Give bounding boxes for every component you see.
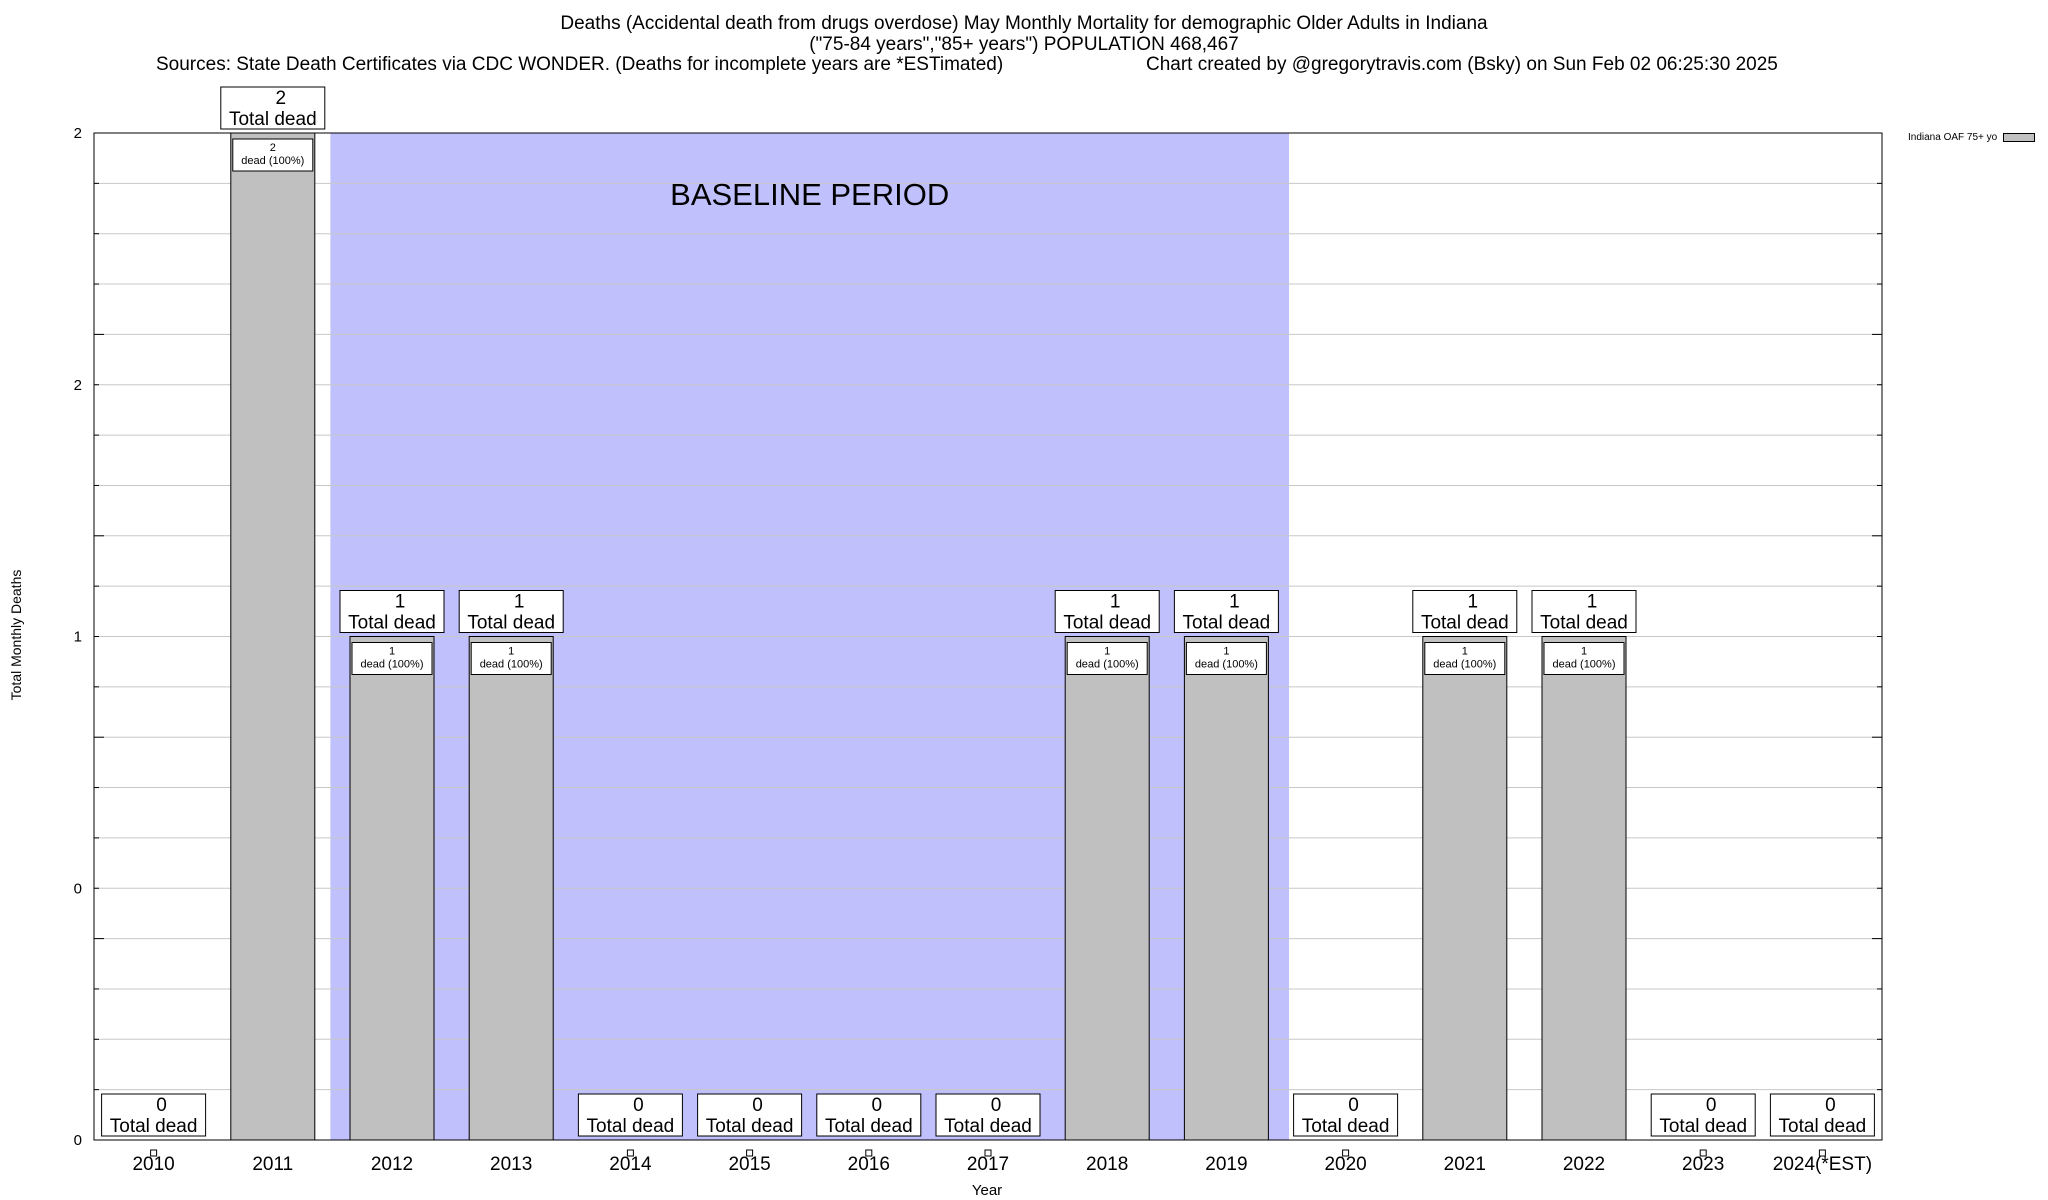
total-label: 1 Total dead	[1421, 592, 1509, 634]
total-label: 1 Total dead	[1063, 592, 1151, 634]
bar-inner-label: 2 dead (100%)	[241, 142, 304, 167]
x-tick-label: 2018	[1086, 1154, 1128, 1175]
chart-credit: Chart created by @gregorytravis.com (Bsk…	[1146, 54, 1778, 75]
bar	[230, 132, 316, 1141]
total-label-box	[458, 590, 564, 633]
chart-subtitle: ("75-84 years","85+ years") POPULATION 4…	[809, 34, 1239, 55]
x-tick-label: 2014	[609, 1154, 652, 1175]
legend-label: Indiana OAF 75+ yo	[1908, 132, 1998, 143]
bar-inner-label: 1 dead (100%)	[480, 646, 543, 671]
total-label-box	[1650, 1093, 1756, 1137]
x-tick-label: 2012	[371, 1154, 413, 1175]
bar-inner-label-box	[470, 642, 552, 675]
total-label-box	[816, 1093, 922, 1137]
bar	[1541, 636, 1627, 1141]
total-label-box	[220, 86, 326, 130]
y-tick-label: 0	[74, 1132, 82, 1149]
bar-inner-label-box	[351, 642, 433, 675]
total-label: 0 Total dead	[1779, 1095, 1867, 1137]
x-tick-label: 2019	[1205, 1154, 1247, 1175]
total-label-box	[1769, 1093, 1875, 1137]
bar-inner-label-box	[232, 138, 314, 172]
total-label-box	[1412, 590, 1518, 633]
bar-inner-label: 1 dead (100%)	[1076, 646, 1139, 671]
total-label: 0 Total dead	[944, 1095, 1032, 1137]
y-tick-label: 1	[74, 629, 82, 646]
x-tick-label: 2023	[1682, 1154, 1724, 1175]
total-label: 1 Total dead	[348, 592, 436, 634]
y-tick-label: 0	[74, 880, 82, 897]
x-tick-label: 2022	[1563, 1154, 1605, 1175]
x-tick-label: 2016	[848, 1154, 890, 1175]
zero-marker	[1818, 1149, 1826, 1157]
plot-frame	[93, 132, 1883, 1141]
zero-marker	[1699, 1149, 1707, 1157]
total-label: 1 Total dead	[1183, 592, 1271, 634]
x-tick-label: 2021	[1444, 1154, 1486, 1175]
x-tick-label: 2017	[967, 1154, 1009, 1175]
x-tick-label: 2011	[252, 1154, 293, 1175]
bar-inner-label: 1 dead (100%)	[1433, 646, 1496, 671]
zero-marker	[865, 1149, 873, 1157]
total-label-box	[101, 1093, 207, 1137]
total-label-box	[577, 1093, 683, 1137]
bar	[349, 636, 435, 1141]
zero-marker	[626, 1149, 634, 1157]
total-label: 0 Total dead	[1659, 1095, 1747, 1137]
y-tick-label: 2	[74, 125, 82, 142]
total-label: 0 Total dead	[706, 1095, 794, 1137]
bar-inner-label: 1 dead (100%)	[361, 646, 424, 671]
bar	[1422, 636, 1508, 1141]
total-label-box	[339, 590, 445, 633]
baseline-period-label: BASELINE PERIOD	[670, 177, 949, 212]
total-label-box	[1173, 590, 1279, 633]
y-axis-label: Total Monthly Deaths	[8, 569, 24, 701]
zero-marker	[1342, 1149, 1350, 1157]
total-label: 2 Total dead	[229, 88, 317, 130]
total-label: 1 Total dead	[1540, 592, 1628, 634]
bar	[1064, 636, 1150, 1141]
x-tick-label: 2013	[490, 1154, 532, 1175]
bar	[468, 636, 554, 1141]
zero-marker	[746, 1149, 754, 1157]
bar-inner-label-box	[1185, 642, 1267, 675]
x-tick-label: 2015	[728, 1154, 770, 1175]
bar	[1183, 636, 1269, 1141]
zero-marker	[150, 1149, 158, 1157]
x-tick-label: 2010	[132, 1154, 174, 1175]
legend: Indiana OAF 75+ yo	[1908, 132, 2036, 143]
bar-inner-label-box	[1424, 642, 1506, 675]
total-label: 0 Total dead	[110, 1095, 198, 1137]
total-label-box	[1054, 590, 1160, 633]
bar-inner-label-box	[1066, 642, 1148, 675]
y-tick-label: 2	[74, 377, 82, 394]
x-tick-label: 2020	[1324, 1154, 1366, 1175]
total-label: 0 Total dead	[1302, 1095, 1390, 1137]
bar-inner-label: 1 dead (100%)	[1195, 646, 1258, 671]
total-label-box	[1531, 590, 1637, 633]
x-tick-label: 2024(*EST)	[1773, 1154, 1872, 1175]
total-label-box	[1293, 1093, 1399, 1137]
chart-sources: Sources: State Death Certificates via CD…	[156, 54, 1004, 75]
zero-marker	[984, 1149, 992, 1157]
total-label-box	[935, 1093, 1041, 1137]
total-label: 0 Total dead	[825, 1095, 913, 1137]
bar-inner-label-box	[1543, 642, 1625, 675]
x-axis-label: Year	[971, 1182, 1003, 1199]
bar-inner-label: 1 dead (100%)	[1553, 646, 1616, 671]
total-label: 1 Total dead	[467, 592, 555, 634]
chart-title: Deaths (Accidental death from drugs over…	[560, 13, 1488, 34]
total-label: 0 Total dead	[587, 1095, 675, 1137]
legend-swatch	[2003, 133, 2036, 142]
total-label-box	[697, 1093, 803, 1137]
